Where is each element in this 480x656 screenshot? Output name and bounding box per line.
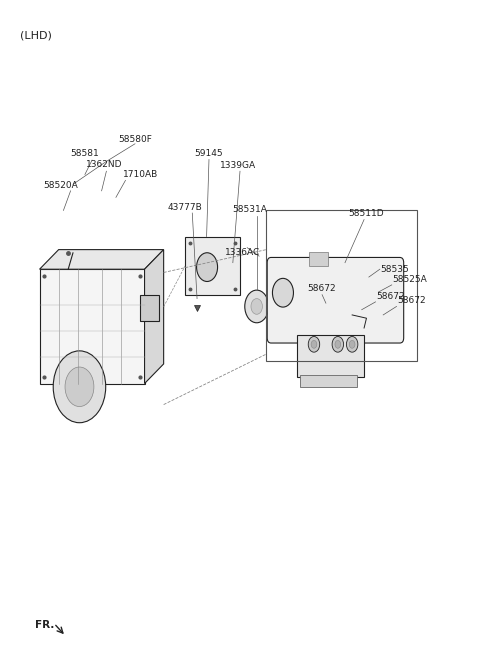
Circle shape [273,278,293,307]
Text: 58535: 58535 [381,265,409,274]
Text: 58672: 58672 [376,291,405,300]
Bar [185,237,240,295]
Bar [39,269,144,384]
Bar [300,375,357,387]
Polygon shape [144,250,164,384]
Text: 58520A: 58520A [44,180,78,190]
Circle shape [347,337,358,352]
Circle shape [53,351,106,422]
Circle shape [311,340,317,348]
Bar [140,295,159,321]
FancyBboxPatch shape [267,257,404,343]
Text: (LHD): (LHD) [21,31,52,41]
Text: 58531A: 58531A [232,205,267,215]
Text: 58580F: 58580F [118,134,152,144]
Bar [266,211,417,361]
Circle shape [308,337,320,352]
Circle shape [332,337,344,352]
Text: 1336AC: 1336AC [225,249,260,257]
Text: 59145: 59145 [195,149,223,158]
Bar [309,251,328,266]
Text: 43777B: 43777B [168,203,203,212]
Circle shape [251,298,263,314]
Text: 58511D: 58511D [348,209,384,218]
Text: 1339GA: 1339GA [219,161,256,170]
Text: 58672: 58672 [397,296,426,305]
Polygon shape [39,250,164,269]
Circle shape [335,340,341,348]
Bar [300,336,333,348]
Text: 58672: 58672 [307,285,336,293]
Circle shape [197,253,217,281]
Circle shape [245,290,269,323]
Circle shape [65,367,94,407]
Text: 1710AB: 1710AB [123,170,158,179]
Text: FR.: FR. [35,620,54,630]
Circle shape [349,340,355,348]
Text: 58581: 58581 [71,149,99,158]
Bar [297,335,364,377]
Text: 58525A: 58525A [393,275,428,283]
Text: 1362ND: 1362ND [86,160,122,169]
